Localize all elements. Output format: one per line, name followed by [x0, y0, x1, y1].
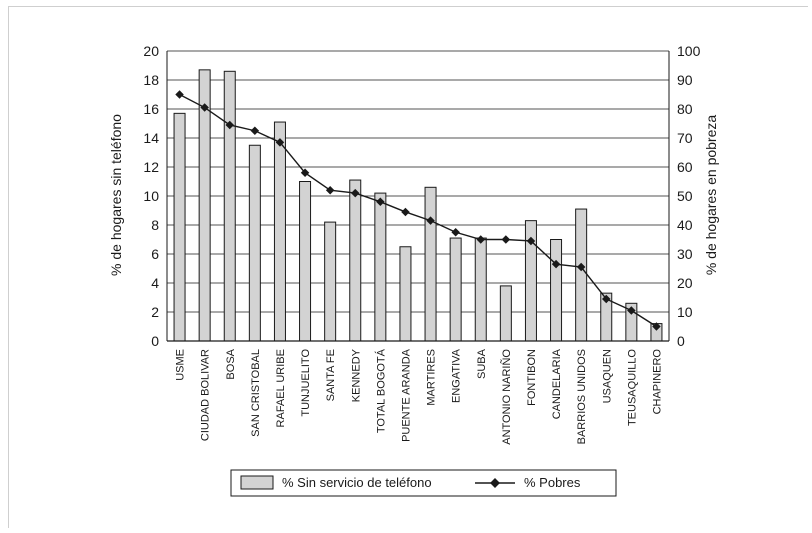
legend: % Sin servicio de teléfono % Pobres [230, 469, 617, 497]
bar [575, 208, 588, 342]
left-tick-label: 2 [151, 304, 159, 320]
legend-line-marker [490, 478, 500, 488]
category-label: ENGATIVA [451, 348, 463, 403]
legend-bar-label: % Sin servicio de teléfono [282, 475, 432, 490]
bar-series [173, 69, 663, 342]
axes [166, 51, 670, 342]
line-point [275, 138, 285, 147]
line-point [451, 228, 460, 237]
category-label: PUENTE ARANDA [400, 348, 412, 442]
line-point [501, 235, 511, 244]
category-label: TUNJUELITO [300, 349, 312, 417]
right-tick-label: 100 [677, 43, 701, 59]
line-point [200, 103, 209, 112]
bar [374, 192, 387, 342]
bar [349, 179, 362, 342]
right-tick-label: 30 [677, 246, 693, 262]
category-label: RAFAEL URIBE [275, 349, 287, 427]
category-label: ANTONIO NARIÑO [500, 349, 513, 445]
right-tick-label: 50 [677, 188, 693, 204]
line-point [175, 90, 184, 99]
bar [299, 181, 312, 342]
left-axis-ticks: 0 2 4 6 8 10 12 14 16 18 20 [143, 43, 159, 349]
right-tick-label: 20 [677, 275, 693, 291]
category-labels: USME CIUDAD BOLIVAR BOSA SAN CRISTOBAL RAFAE… [175, 348, 664, 444]
category-label: USAQUEN [601, 349, 613, 403]
right-tick-label: 90 [677, 72, 693, 88]
right-tick-label: 0 [677, 333, 685, 349]
category-label: USME [175, 349, 187, 381]
left-axis-title: % de hogares sin teléfono [108, 114, 124, 276]
left-tick-label: 20 [143, 43, 159, 59]
left-tick-label: 0 [151, 333, 159, 349]
bar [550, 239, 563, 342]
category-label: TOTAL BOGOTÁ [374, 348, 387, 433]
bar [248, 144, 261, 342]
right-tick-label: 40 [677, 217, 693, 233]
category-label: CHAPINERO [651, 349, 663, 415]
category-label: SAN CRISTOBAL [250, 349, 262, 437]
line-point [351, 188, 360, 198]
line-point [401, 207, 410, 217]
line-series [175, 90, 661, 331]
category-label: SUBA [476, 348, 488, 379]
category-label: SANTA FE [325, 349, 337, 401]
legend-bar-swatch [240, 475, 274, 490]
bar [449, 237, 462, 342]
category-label: BARRIOS UNIDOS [576, 349, 588, 444]
line-point [551, 259, 561, 269]
category-label: BOSA [225, 348, 237, 379]
bar [399, 246, 412, 342]
line-point [652, 322, 661, 331]
right-tick-label: 80 [677, 101, 693, 117]
left-tick-label: 14 [143, 130, 159, 146]
right-axis-title: % de hogares en pobreza [703, 115, 719, 276]
legend-box [230, 469, 617, 497]
bar [273, 121, 286, 342]
left-tick-label: 12 [143, 159, 159, 175]
line-point [250, 126, 260, 135]
line-point [376, 197, 385, 207]
line-point [300, 168, 310, 178]
line-point [426, 216, 435, 225]
line-point [576, 262, 586, 272]
category-label: KENNEDY [350, 348, 362, 402]
frame-top-border [8, 6, 808, 7]
line-point [325, 185, 335, 195]
bar [474, 237, 487, 342]
line-point [476, 235, 485, 244]
left-tick-label: 10 [143, 188, 159, 204]
line-point [627, 306, 636, 315]
left-tick-label: 6 [151, 246, 159, 262]
right-axis-ticks: 0 10 20 30 40 50 60 70 80 90 100 [677, 43, 701, 349]
category-label: MARTIRES [426, 349, 438, 406]
line-point [225, 120, 234, 130]
right-tick-label: 10 [677, 304, 693, 320]
left-tick-label: 18 [143, 72, 159, 88]
category-label: FONTIBON [526, 349, 538, 406]
gridlines [167, 50, 669, 342]
bar [499, 285, 512, 342]
bar [223, 70, 236, 342]
category-label: CIUDAD BOLIVAR [200, 349, 212, 441]
legend-line-label: % Pobres [524, 475, 581, 490]
left-tick-label: 4 [151, 275, 159, 291]
line-path [179, 93, 657, 328]
category-label: CANDELARIA [551, 348, 563, 419]
category-label: TEUSAQUILLO [626, 349, 638, 426]
bar [424, 186, 437, 342]
left-tick-label: 16 [143, 101, 159, 117]
line-point [602, 294, 611, 304]
right-tick-label: 60 [677, 159, 693, 175]
bar [324, 221, 337, 342]
right-tick-label: 70 [677, 130, 693, 146]
bar [173, 112, 186, 342]
left-tick-label: 8 [151, 217, 159, 233]
frame-left-border [8, 6, 9, 528]
